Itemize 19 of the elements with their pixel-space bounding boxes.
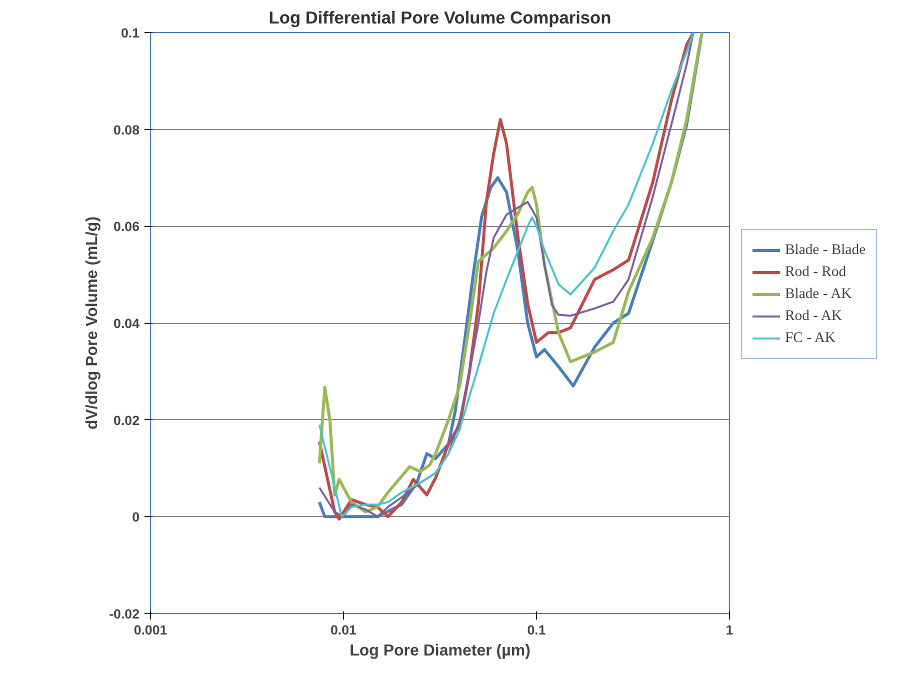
legend-label: Rod - Rod [785, 263, 846, 281]
x-tick-label: 0.01 [330, 622, 358, 638]
x-axis-title: Log Pore Diameter (µm) [350, 642, 530, 660]
chart-title: Log Differential Pore Volume Comparison [268, 8, 612, 28]
legend-label: FC - AK [785, 329, 836, 347]
legend-label: Blade - Blade [785, 241, 866, 259]
x-tick-label: 1 [726, 622, 734, 638]
y-tick-label: 0.02 [114, 412, 140, 428]
legend-label: Rod - AK [785, 307, 842, 325]
y-tick-label: -0.02 [109, 606, 140, 622]
y-tick-label: 0.1 [120, 26, 140, 40]
y-tick-label: 0.08 [114, 122, 140, 138]
y-tick-label: 0.06 [114, 219, 140, 234]
legend-label: Blade - AK [785, 285, 852, 303]
y-axis-title: dV/dlog Pore Volume (mL/g) [84, 216, 102, 430]
x-tick-label: 0.1 [527, 622, 546, 638]
x-tick-label: 0.001 [134, 622, 168, 638]
y-tick-label: 0.04 [114, 316, 140, 331]
y-tick-label: 0 [132, 510, 140, 525]
